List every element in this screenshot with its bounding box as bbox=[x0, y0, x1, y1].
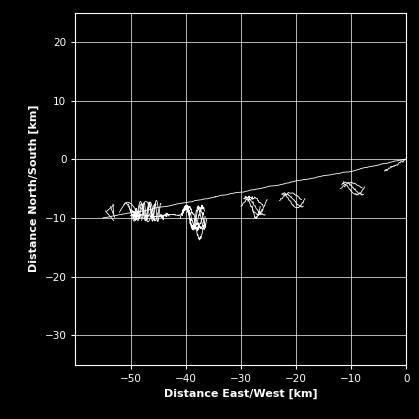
X-axis label: Distance East/West [km]: Distance East/West [km] bbox=[164, 389, 318, 399]
Y-axis label: Distance North/South [km]: Distance North/South [km] bbox=[28, 105, 39, 272]
